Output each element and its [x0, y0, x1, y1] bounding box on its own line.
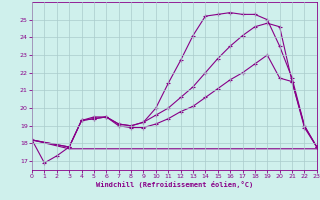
- X-axis label: Windchill (Refroidissement éolien,°C): Windchill (Refroidissement éolien,°C): [96, 181, 253, 188]
